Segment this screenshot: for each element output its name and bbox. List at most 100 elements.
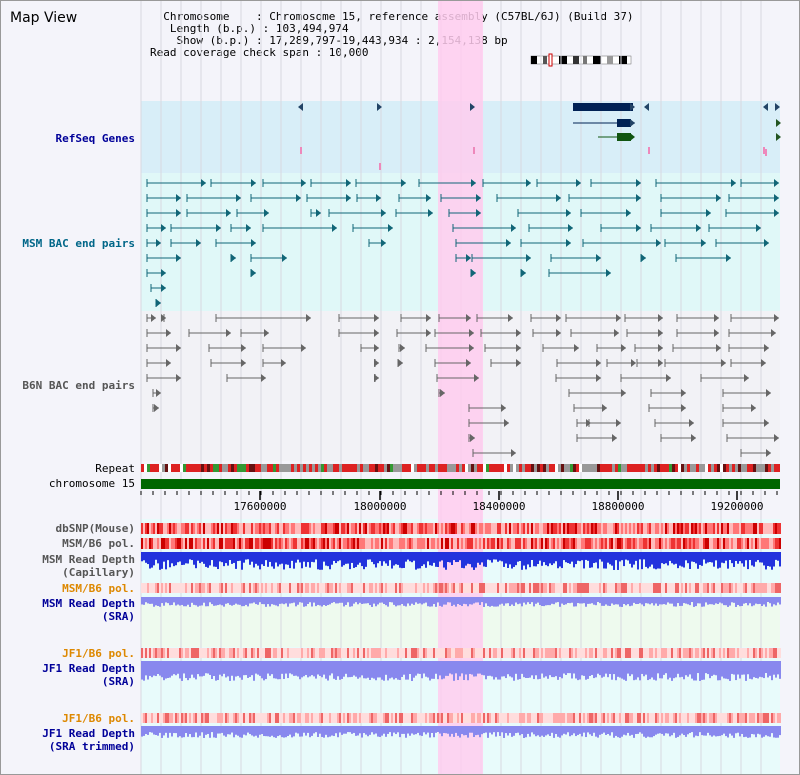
refseq-genes-label[interactable]: RefSeq Genes bbox=[55, 132, 135, 145]
msm-b6-pol2-cell bbox=[561, 583, 563, 593]
msm-b6-pol-cell bbox=[363, 538, 365, 549]
dbsnp-label[interactable]: dbSNP(Mouse) bbox=[55, 522, 135, 535]
jf1-b6-pol-cell bbox=[423, 648, 425, 658]
repeat-segment bbox=[267, 464, 270, 472]
jf1-b6-pol2-cell bbox=[257, 713, 259, 723]
msm-read-depth-capillary-label[interactable]: MSM Read Depth bbox=[42, 553, 135, 566]
jf1-trimmed-depth-bar bbox=[255, 726, 257, 736]
jf1-b6-pol2-cell bbox=[273, 713, 275, 723]
jf1-trimmed-depth-bar bbox=[715, 726, 717, 737]
msm-capillary-depth-bar bbox=[371, 552, 373, 562]
dbsnp-cell bbox=[599, 523, 601, 534]
msm-capillary-depth-bar bbox=[679, 552, 681, 566]
jf1-b6-pol-cell bbox=[201, 648, 203, 658]
dbsnp-cell bbox=[419, 523, 421, 534]
b6n-bac-pair-end bbox=[501, 404, 506, 412]
highlight-region bbox=[438, 1, 483, 774]
jf1-b6-pol2-label[interactable]: JF1/B6 pol. bbox=[62, 712, 135, 725]
msm-capillary-depth-bar bbox=[269, 552, 271, 562]
jf1-b6-pol2-cell bbox=[659, 713, 661, 723]
jf1-b6-pol2-cell bbox=[207, 713, 209, 723]
msm-b6-pol-cell bbox=[327, 538, 329, 549]
jf1-b6-pol-cell bbox=[381, 648, 383, 658]
msm-b6-pol2-cell bbox=[465, 583, 467, 593]
msm-sra-depth-bar bbox=[279, 597, 281, 604]
repeat-segment bbox=[579, 464, 582, 472]
msm-b6-pol-cell bbox=[491, 538, 493, 549]
b6n-bac-end-pairs-label[interactable]: B6N BAC end pairs bbox=[22, 379, 135, 392]
msm-b6-pol-cell bbox=[699, 538, 701, 549]
msm-b6-pol2-cell bbox=[293, 583, 295, 593]
msm-capillary-depth-bar bbox=[379, 552, 381, 562]
msm-sra-depth-bar bbox=[589, 597, 591, 604]
msm-sra-depth-bar bbox=[389, 597, 391, 603]
msm-b6-pol-cell bbox=[431, 538, 433, 549]
msm-capillary-depth-bar bbox=[373, 552, 375, 565]
msm-b6-pol2-cell bbox=[277, 583, 279, 593]
msm-b6-pol-label[interactable]: MSM/B6 pol. bbox=[62, 537, 135, 550]
msm-capillary-depth-bar bbox=[319, 552, 321, 570]
jf1-trimmed-depth-bar bbox=[387, 726, 389, 734]
msm-b6-pol2-cell bbox=[309, 583, 311, 593]
jf1-sra-depth-bar bbox=[627, 661, 629, 674]
jf1-trimmed-depth-bar bbox=[521, 726, 523, 735]
jf1-trimmed-depth-bar bbox=[571, 726, 573, 736]
msm-sra-depth-bar bbox=[713, 597, 715, 605]
jf1-trimmed-depth-bar bbox=[561, 726, 563, 736]
jf1-sra-depth-bar bbox=[293, 661, 295, 676]
msm-capillary-depth-bar bbox=[635, 552, 637, 561]
msm-b6-pol2-label[interactable]: MSM/B6 pol. bbox=[62, 582, 135, 595]
jf1-trimmed-depth-bar bbox=[217, 726, 219, 734]
msm-b6-pol2-cell bbox=[165, 583, 167, 593]
msm-b6-pol-cell bbox=[729, 538, 731, 549]
msm-sra-depth-bar bbox=[501, 597, 503, 604]
jf1-sra-depth-bar bbox=[507, 661, 509, 675]
dbsnp-cell bbox=[489, 523, 491, 534]
msm-b6-pol2-cell bbox=[401, 583, 403, 593]
jf1-b6-pol2-cell bbox=[463, 713, 465, 723]
dbsnp-cell bbox=[743, 523, 745, 534]
jf1-trimmed-depth-bar bbox=[451, 726, 453, 734]
jf1-sra-depth-bar bbox=[143, 661, 145, 681]
jf1-read-depth-trimmed-sublabel: (SRA trimmed) bbox=[48, 740, 135, 753]
jf1-b6-pol2-cell bbox=[611, 713, 613, 723]
dbsnp-cell bbox=[727, 523, 729, 534]
msm-sra-depth-bar bbox=[321, 597, 323, 607]
jf1-trimmed-depth-bar bbox=[439, 726, 441, 734]
msm-b6-pol2-cell bbox=[157, 583, 159, 593]
msm-read-depth-sra-label[interactable]: MSM Read Depth bbox=[42, 597, 135, 610]
repeat-segment bbox=[732, 464, 735, 472]
jf1-trimmed-depth-bar bbox=[591, 726, 593, 736]
jf1-sra-depth-bar bbox=[775, 661, 777, 678]
msm-bac-end-pairs-label[interactable]: MSM BAC end pairs bbox=[22, 237, 135, 250]
dbsnp-cell bbox=[329, 523, 331, 534]
jf1-b6-pol-cell bbox=[397, 648, 399, 658]
msm-b6-pol2-cell bbox=[421, 583, 423, 593]
msm-capillary-depth-bar bbox=[589, 552, 591, 568]
jf1-sra-depth-bar bbox=[691, 661, 693, 679]
dbsnp-cell bbox=[225, 523, 227, 534]
msm-b6-pol-cell bbox=[429, 538, 431, 549]
jf1-b6-pol-label[interactable]: JF1/B6 pol. bbox=[62, 647, 135, 660]
jf1-b6-pol-cell bbox=[413, 648, 415, 658]
msm-b6-pol-cell bbox=[243, 538, 245, 549]
jf1-read-depth-trimmed-label[interactable]: JF1 Read Depth bbox=[42, 727, 135, 740]
jf1-b6-pol2-cell bbox=[159, 713, 161, 723]
msm-b6-pol-cell bbox=[561, 538, 563, 549]
jf1-sra-depth-bar bbox=[257, 661, 259, 675]
jf1-b6-pol2-cell bbox=[443, 713, 445, 723]
jf1-b6-pol2-cell bbox=[693, 713, 695, 723]
dbsnp-cell bbox=[345, 523, 347, 534]
jf1-b6-pol-cell bbox=[363, 648, 365, 658]
msm-b6-pol2-cell bbox=[149, 583, 151, 593]
jf1-read-depth-sra-label[interactable]: JF1 Read Depth bbox=[42, 662, 135, 675]
jf1-sra-depth-bar bbox=[269, 661, 271, 676]
jf1-b6-pol2-cell bbox=[165, 713, 167, 723]
msm-b6-pol-cell bbox=[411, 538, 413, 549]
msm-capillary-depth-bar bbox=[289, 552, 291, 569]
msm-bac-pair-end bbox=[381, 209, 386, 217]
msm-capillary-depth-bar bbox=[361, 552, 363, 567]
msm-b6-pol2-cell bbox=[497, 583, 499, 593]
jf1-sra-depth-bar bbox=[521, 661, 523, 674]
